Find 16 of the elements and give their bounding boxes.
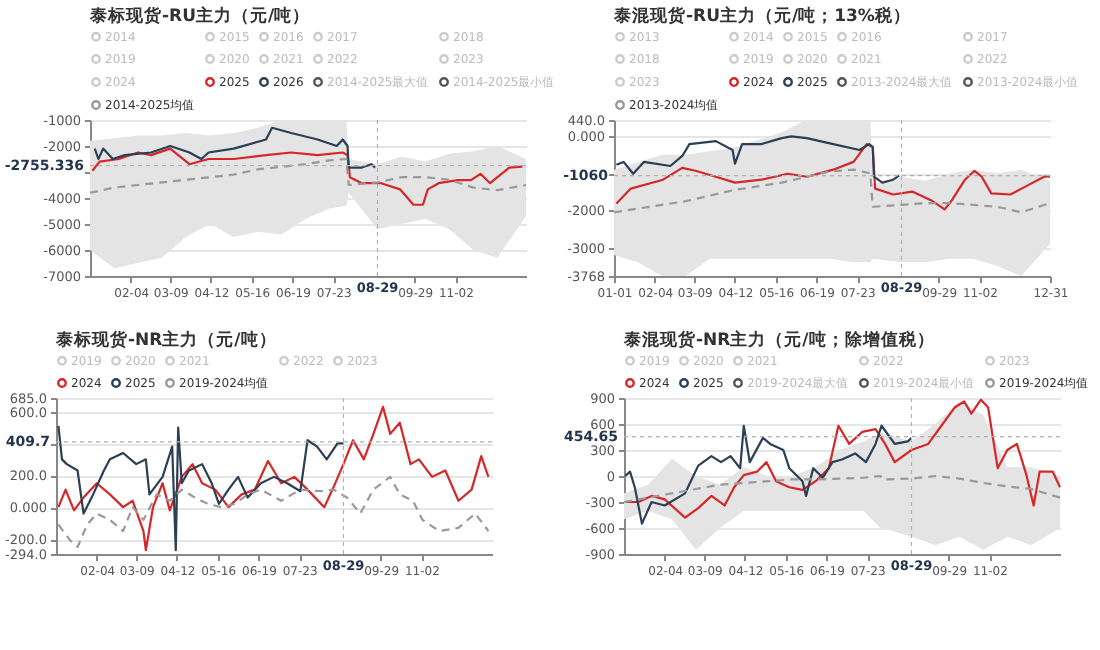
line-series [615,135,901,184]
line-series [615,143,1052,211]
line-series [624,424,913,525]
chart-title: 泰标现货-NR主力（元/吨） [54,329,277,351]
chart-title: 泰混现货-NR主力（元/吨；除增值税） [622,329,935,351]
line-series [93,126,377,169]
line-series [622,474,1062,504]
line-series [57,475,490,549]
line-series [88,157,528,194]
line-series [57,424,345,552]
chart-title: 泰混现货-RU主力（元/吨；13%税） [612,5,911,27]
line-series [624,398,1062,519]
line-series [57,405,490,552]
line-series [91,147,524,206]
line-series [612,168,1052,214]
chart-title: 泰标现货-RU主力（元/吨） [88,5,311,27]
